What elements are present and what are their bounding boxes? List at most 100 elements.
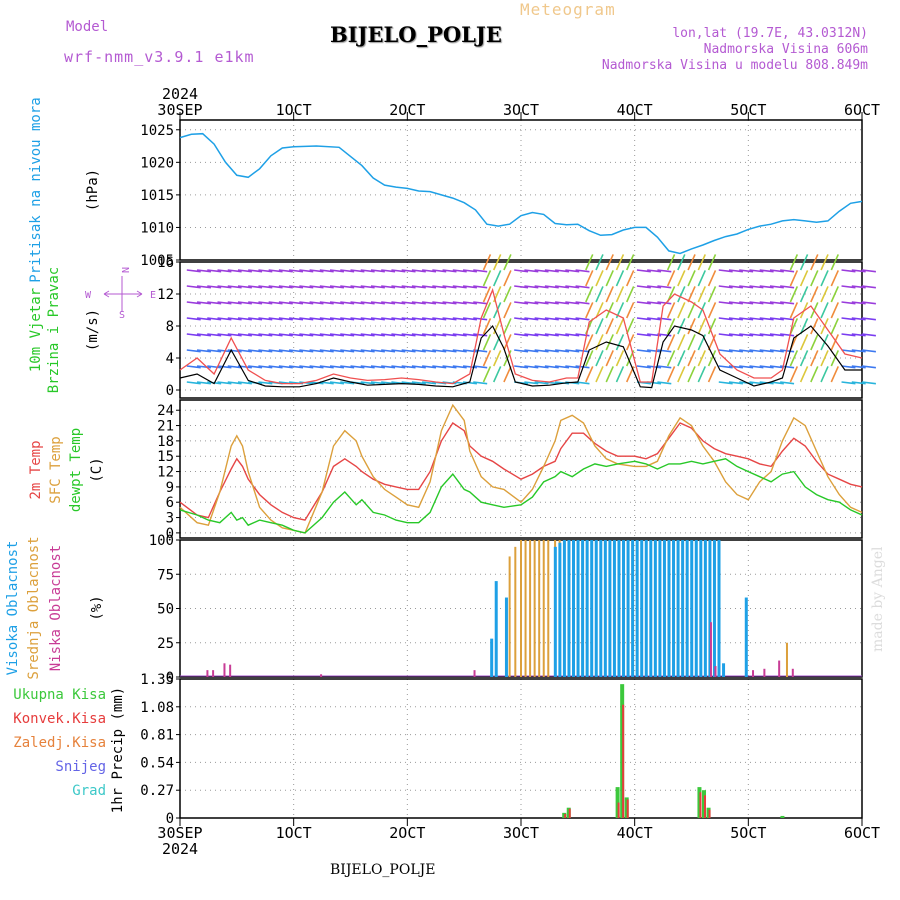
wind-barb [401, 381, 416, 385]
wind-barb [728, 333, 744, 337]
temp-unit: (C) [89, 457, 105, 482]
wind-barb [625, 302, 635, 319]
y-tick-label: 16 [157, 255, 174, 271]
wind-barb [739, 285, 754, 289]
wind-barb [524, 301, 539, 305]
wind-barb [666, 318, 676, 335]
wind-barb [360, 333, 375, 337]
wind-barb [780, 333, 795, 337]
wind-barb [319, 285, 334, 289]
coords-label: lon,lat (19.7E, 43.0312N) [672, 26, 868, 41]
wind-barb [411, 333, 426, 337]
cloud-high-bar [703, 540, 707, 677]
wind-barb [442, 317, 457, 321]
y-tick-label: 12 [157, 465, 174, 481]
wind-barb [780, 285, 795, 289]
wind-barb [360, 301, 375, 305]
wind-barb [636, 381, 651, 385]
cloud-high-bar [717, 540, 721, 677]
wind-barb [309, 365, 324, 369]
wind-barb [360, 381, 375, 385]
wind-barb [605, 334, 614, 351]
wind-barb [789, 286, 799, 303]
wind-barb [207, 301, 222, 305]
wind-barb [217, 333, 232, 337]
precip-convective-bar [626, 799, 629, 818]
wind-barb [707, 286, 717, 303]
product-title: Meteogram [520, 0, 616, 19]
wind-barb [585, 350, 594, 367]
wind-barb [739, 349, 754, 353]
wind-barb [217, 317, 232, 321]
wind-barb [861, 269, 876, 273]
cloud-low-bar [709, 622, 712, 677]
cloud-mid-bar [508, 556, 511, 677]
wind-barb [237, 269, 252, 273]
wind-barb [278, 333, 293, 337]
wind-barb [442, 301, 457, 305]
wind-barb [739, 333, 754, 337]
temperature-panel-frame [179, 399, 863, 539]
wind-barb [268, 333, 283, 337]
wind-barb [473, 349, 488, 353]
cloud-high-bar [635, 540, 639, 677]
wind-barb [861, 285, 876, 289]
wind-barb [749, 269, 764, 273]
wind-barb [605, 302, 614, 319]
temp-line-1 [179, 403, 863, 534]
wind-barb [605, 366, 614, 383]
wind-barb [687, 318, 696, 335]
wind-barb [575, 349, 590, 353]
cloud-high-bar [490, 638, 494, 677]
wind-barb [861, 365, 876, 369]
wind-barb [739, 317, 754, 321]
wind-barb [524, 333, 539, 337]
wind-barb [810, 318, 819, 335]
cloud-mid-bar [533, 540, 536, 677]
wind-barb [473, 301, 488, 305]
wind-barb [759, 317, 774, 321]
wind-barb [636, 285, 651, 289]
wind-barb [647, 317, 662, 321]
wind-barb [207, 365, 222, 369]
y-tick-label: 1020 [140, 155, 174, 171]
cloud-high-bar [653, 540, 657, 677]
wind-barb [473, 269, 488, 273]
wind-barb [657, 333, 672, 337]
cloud-mid-bar [538, 540, 541, 677]
wind-barb [565, 269, 580, 273]
wind-barb [739, 365, 754, 369]
y-tick-label: 8 [166, 319, 174, 335]
wind-barb [769, 381, 784, 385]
wind-barb [605, 350, 614, 367]
time-tick-label-bottom: 5OCT [730, 824, 766, 842]
wind-barb [780, 301, 795, 305]
wind-barb [707, 254, 717, 271]
wind-barb [595, 302, 604, 319]
wind-barb [625, 270, 635, 287]
wind-barb [432, 365, 447, 369]
wind-barb [514, 349, 529, 353]
wind-barb [442, 349, 457, 353]
wind-barb [555, 365, 570, 369]
wind-barb [422, 317, 437, 321]
wind-barb [799, 334, 809, 351]
wind-barb [615, 254, 625, 271]
wind-barb [329, 317, 345, 321]
precip-legend-item: Ukupna Kisa [13, 687, 106, 703]
wind-barb [820, 270, 829, 287]
wind-barb [687, 270, 696, 287]
wind-barb [575, 285, 590, 289]
wind-barb [482, 334, 492, 351]
wind-barb [248, 301, 263, 305]
wind-barb [647, 269, 662, 273]
wind-barb [370, 381, 385, 385]
wind-barb [381, 285, 396, 289]
wind-barb [217, 269, 232, 273]
wind-barb [524, 285, 539, 289]
wind-barb [340, 365, 355, 369]
wind-barb [841, 317, 856, 321]
wind-barb [780, 381, 795, 385]
temp-axis-title: 2m Temp [28, 440, 44, 499]
time-tick-label-top: 5OCT [730, 101, 766, 119]
